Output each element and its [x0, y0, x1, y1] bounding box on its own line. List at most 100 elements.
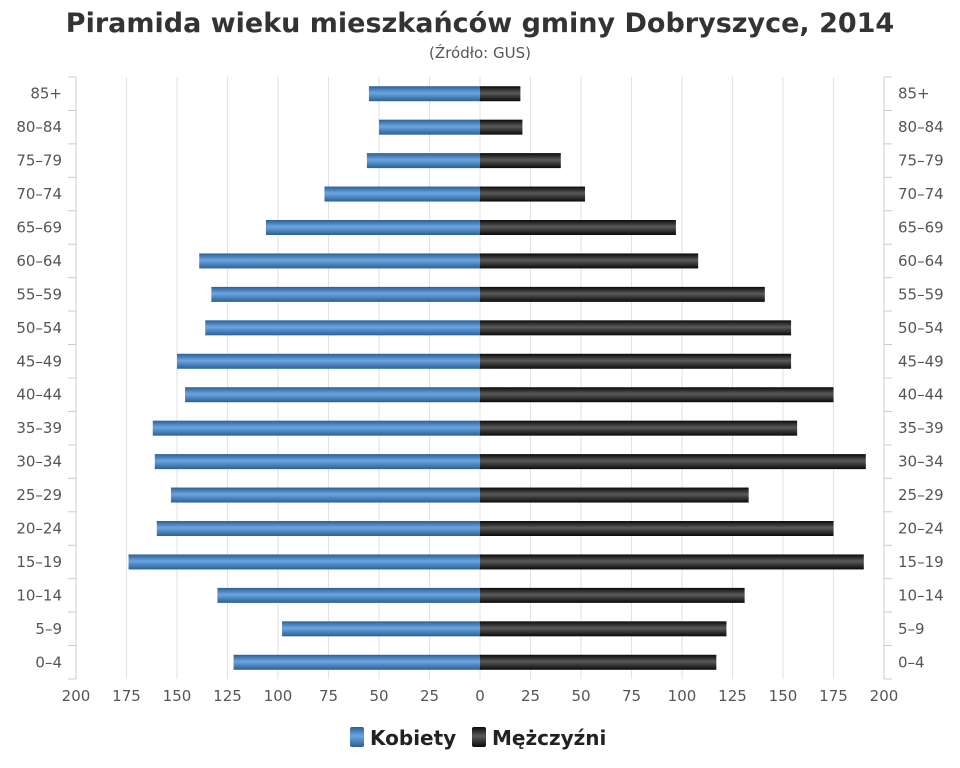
bar-mezczyzni[interactable] [480, 186, 586, 202]
bar-mezczyzni[interactable] [480, 387, 834, 403]
category-label-right: 70–74 [898, 185, 944, 203]
bar-kobiety[interactable] [185, 387, 480, 403]
x-tick-label: 125 [213, 687, 242, 705]
bar-mezczyzni[interactable] [480, 420, 798, 436]
category-label-left: 35–39 [16, 419, 62, 437]
bar-kobiety[interactable] [282, 621, 480, 637]
category-label-left: 20–24 [16, 520, 62, 538]
bar-kobiety[interactable] [177, 353, 480, 369]
bars [128, 86, 866, 670]
bar-mezczyzni[interactable] [480, 554, 864, 570]
category-label-left: 85+ [30, 85, 62, 103]
category-label-right: 15–19 [898, 553, 944, 571]
bar-kobiety[interactable] [211, 286, 480, 302]
bar-kobiety[interactable] [217, 587, 480, 603]
category-label-left: 50–54 [16, 319, 62, 337]
bar-kobiety[interactable] [324, 186, 480, 202]
x-tick-label: 150 [769, 687, 798, 705]
bar-mezczyzni[interactable] [480, 220, 676, 235]
category-label-right: 25–29 [898, 486, 944, 504]
bar-mezczyzni[interactable] [480, 454, 866, 470]
legend-item-mezczyzni[interactable]: Mężczyźni [472, 726, 606, 750]
x-tick-label: 100 [264, 687, 293, 705]
x-tick-label: 175 [112, 687, 141, 705]
category-label-left: 65–69 [16, 219, 62, 237]
bar-kobiety[interactable] [265, 220, 480, 235]
category-label-right: 75–79 [898, 152, 944, 170]
category-label-left: 55–59 [16, 285, 62, 303]
bar-kobiety[interactable] [379, 119, 480, 135]
category-label-right: 35–39 [898, 419, 944, 437]
bar-kobiety[interactable] [233, 654, 480, 670]
x-tick-label: 25 [420, 687, 439, 705]
category-label-left: 75–79 [16, 152, 62, 170]
bar-mezczyzni[interactable] [480, 521, 834, 536]
category-label-right: 85+ [898, 85, 930, 103]
category-label-left: 25–29 [16, 486, 62, 504]
bar-mezczyzni[interactable] [480, 119, 523, 135]
category-label-right: 5–9 [898, 620, 925, 638]
legend-swatch-kobiety [350, 727, 364, 747]
x-tick-label: 125 [718, 687, 747, 705]
category-label-right: 20–24 [898, 520, 944, 538]
bar-mezczyzni[interactable] [480, 654, 717, 670]
x-tick-label: 200 [62, 687, 91, 705]
x-tick-label: 75 [622, 687, 641, 705]
category-labels: 85+ 85+ 80–84 80–84 75–79 75–79 70–74 70–74 65–6… [16, 85, 943, 672]
bar-kobiety[interactable] [128, 554, 480, 570]
category-label-left: 70–74 [16, 185, 62, 203]
chart-subtitle: (Źródło: GUS) [429, 43, 531, 62]
category-label-right: 80–84 [898, 118, 944, 136]
category-label-left: 30–34 [16, 453, 62, 471]
legend-label-mezczyzni: Mężczyźni [492, 726, 606, 750]
category-label-right: 10–14 [898, 586, 944, 604]
chart-title: Piramida wieku mieszkańców gminy Dobrysz… [66, 8, 894, 39]
category-label-left: 15–19 [16, 553, 62, 571]
bar-mezczyzni[interactable] [480, 320, 792, 336]
gridlines [68, 76, 892, 680]
legend-item-kobiety[interactable]: Kobiety [350, 726, 456, 750]
bar-mezczyzni[interactable] [480, 587, 745, 603]
bar-kobiety[interactable] [205, 320, 480, 336]
bar-kobiety[interactable] [152, 420, 480, 436]
category-label-left: 10–14 [16, 586, 62, 604]
bar-mezczyzni[interactable] [480, 253, 699, 269]
category-label-right: 40–44 [898, 386, 944, 404]
x-tick-label: 175 [819, 687, 848, 705]
category-label-left: 60–64 [16, 252, 62, 270]
bar-mezczyzni[interactable] [480, 621, 727, 637]
category-label-left: 40–44 [16, 386, 62, 404]
bar-mezczyzni[interactable] [480, 86, 521, 102]
category-label-left: 45–49 [16, 352, 62, 370]
bar-kobiety[interactable] [199, 253, 480, 269]
bar-kobiety[interactable] [154, 454, 480, 470]
legend-label-kobiety: Kobiety [370, 726, 456, 750]
bar-mezczyzni[interactable] [480, 487, 749, 503]
x-tick-label: 150 [163, 687, 192, 705]
category-label-left: 0–4 [35, 653, 62, 671]
bar-kobiety[interactable] [368, 86, 480, 102]
bar-kobiety[interactable] [156, 521, 481, 536]
category-label-right: 0–4 [898, 653, 925, 671]
x-tick-label: 25 [521, 687, 540, 705]
category-label-right: 60–64 [898, 252, 944, 270]
x-tick-label: 100 [668, 687, 697, 705]
category-label-right: 50–54 [898, 319, 944, 337]
x-axis-ticks: 200 175 150 125 100 75 50 25 0 25 50 75 100 125 150 175… [62, 687, 899, 705]
x-tick-label: 75 [319, 687, 338, 705]
legend[interactable]: Kobiety Mężczyźni [350, 726, 606, 750]
bar-mezczyzni[interactable] [480, 286, 765, 302]
x-tick-label: 50 [369, 687, 388, 705]
category-label-left: 5–9 [35, 620, 62, 638]
category-label-right: 55–59 [898, 285, 944, 303]
bar-mezczyzni[interactable] [480, 353, 792, 369]
bar-kobiety[interactable] [170, 487, 480, 503]
bar-mezczyzni[interactable] [480, 153, 561, 169]
x-tick-label: 0 [475, 687, 485, 705]
category-label-right: 45–49 [898, 352, 944, 370]
category-label-right: 65–69 [898, 219, 944, 237]
bar-kobiety[interactable] [366, 153, 480, 169]
legend-swatch-mezczyzni [472, 727, 486, 747]
x-tick-label: 50 [571, 687, 590, 705]
